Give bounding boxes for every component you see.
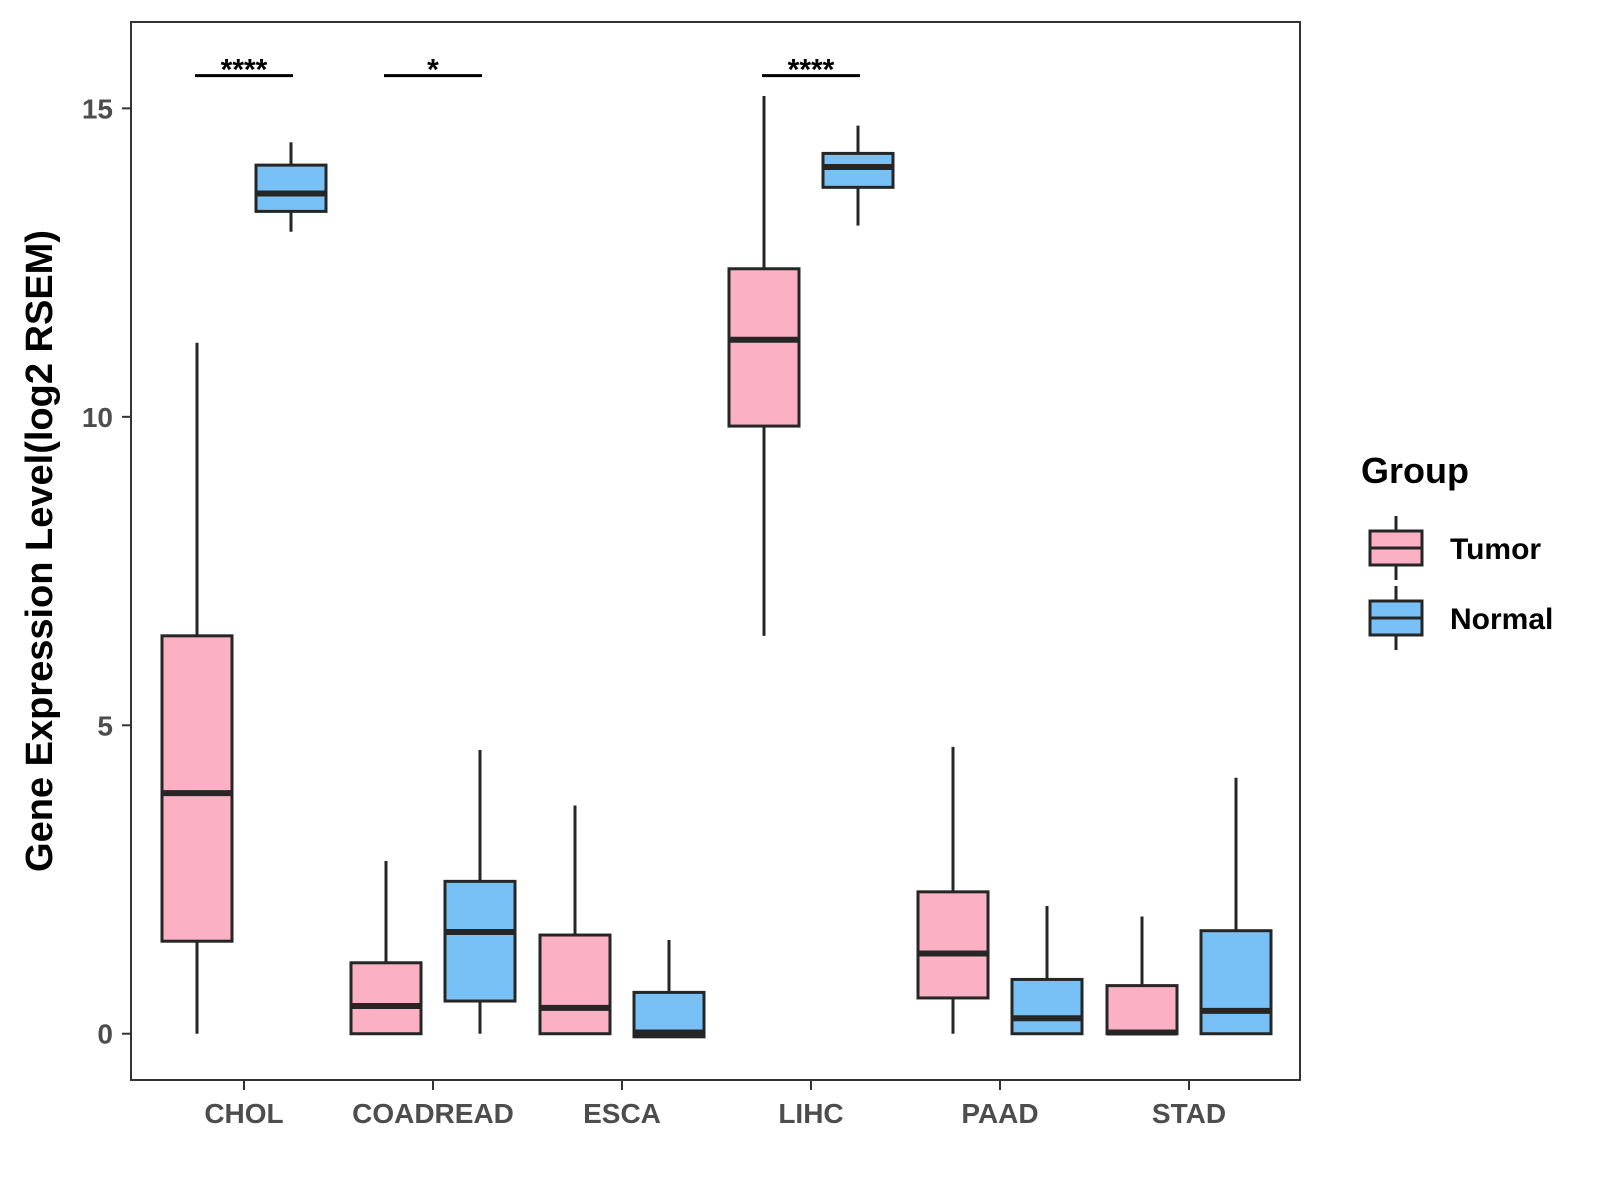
box-lihc-normal bbox=[821, 125, 895, 226]
legend-item-tumor: Tumor bbox=[1368, 516, 1541, 580]
iqr-box bbox=[349, 961, 423, 1036]
x-tick-label-stad: STAD bbox=[1152, 1098, 1226, 1129]
y-tick-label: 0 bbox=[97, 1019, 113, 1050]
box-coadread-tumor bbox=[349, 860, 423, 1036]
iqr-box bbox=[254, 163, 328, 213]
iqr-box bbox=[443, 879, 517, 1003]
y-axis-title: Gene Expression Level(log2 RSEM) bbox=[19, 230, 61, 872]
plot-panel-border bbox=[130, 21, 1301, 1081]
box-coadread-normal bbox=[443, 749, 517, 1034]
iqr-box bbox=[1010, 977, 1084, 1036]
box-chol-normal bbox=[254, 142, 328, 232]
iqr-box bbox=[916, 890, 990, 1000]
x-tick-label-coadread: COADREAD bbox=[352, 1098, 514, 1129]
iqr-box bbox=[160, 634, 234, 943]
axis-layer: 0 5 10 15 CHOL COADREAD ESCA LIHC PAAD STAD bbox=[82, 93, 1226, 1129]
box-chol-tumor bbox=[160, 342, 234, 1034]
box-paad-tumor bbox=[916, 746, 990, 1034]
box-stad-tumor bbox=[1105, 916, 1179, 1036]
significance-label-lihc: **** bbox=[788, 54, 835, 87]
y-tick-label: 15 bbox=[82, 93, 113, 124]
legend-label: Tumor bbox=[1450, 533, 1541, 566]
x-tick-label-paad: PAAD bbox=[961, 1098, 1038, 1129]
iqr-box bbox=[727, 267, 801, 428]
x-tick-label-lihc: LIHC bbox=[778, 1098, 843, 1129]
significance-label-chol: **** bbox=[221, 54, 268, 87]
y-tick-label: 10 bbox=[82, 402, 113, 433]
legend-item-normal: Normal bbox=[1368, 586, 1553, 650]
x-tick-label-esca: ESCA bbox=[583, 1098, 661, 1129]
legend-title: Group bbox=[1361, 450, 1469, 491]
y-tick-label: 5 bbox=[97, 710, 113, 741]
iqr-box bbox=[821, 151, 895, 189]
legend: Group Tumor Normal bbox=[1361, 450, 1553, 650]
box-esca-tumor bbox=[538, 805, 612, 1036]
iqr-box bbox=[538, 933, 612, 1036]
box-paad-normal bbox=[1010, 906, 1084, 1036]
iqr-box bbox=[1199, 929, 1273, 1036]
significance-layer: **** * **** bbox=[195, 54, 860, 87]
significance-label-coadread: * bbox=[427, 54, 439, 87]
box-esca-normal bbox=[632, 939, 706, 1039]
x-tick-label-chol: CHOL bbox=[204, 1098, 283, 1129]
iqr-box bbox=[632, 990, 706, 1039]
legend-label: Normal bbox=[1450, 603, 1553, 636]
box-stad-normal bbox=[1199, 777, 1273, 1036]
box-lihc-tumor bbox=[727, 96, 801, 636]
iqr-box bbox=[1105, 984, 1179, 1036]
boxes-layer bbox=[160, 96, 1273, 1039]
